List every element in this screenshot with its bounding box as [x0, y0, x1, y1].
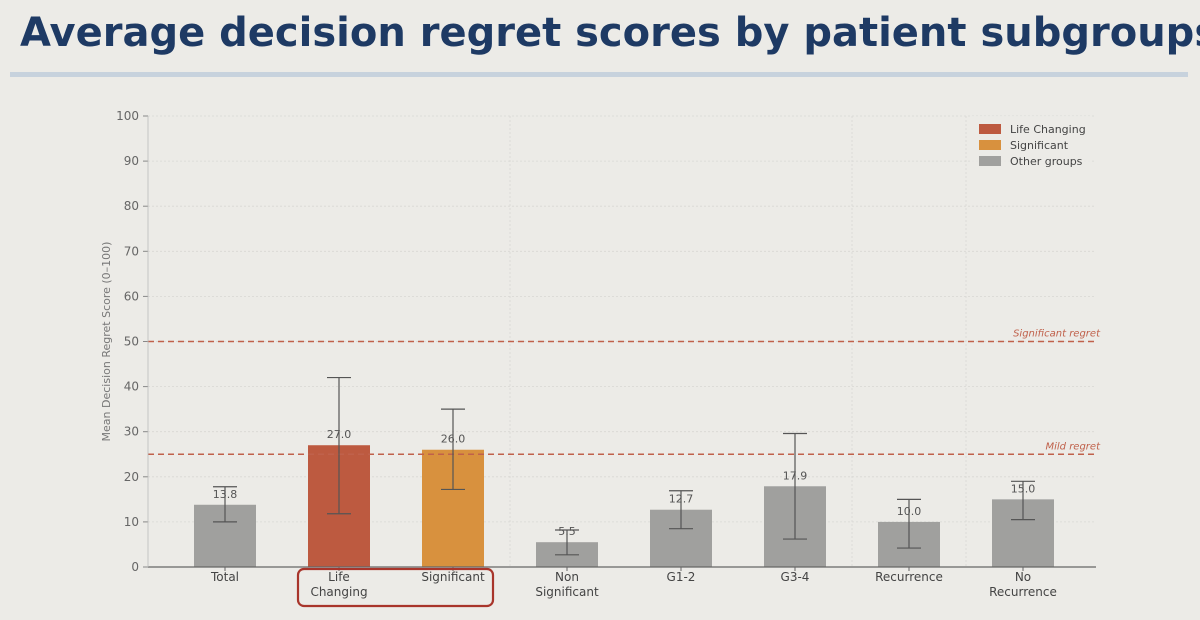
y-tick-label-0: 0	[131, 560, 139, 574]
x-tick-label-7: No Recurrence	[989, 570, 1057, 599]
x-tick-label-line: Life	[328, 570, 350, 584]
data-label-1: 27.0	[327, 428, 352, 441]
data-label-3: 5.5	[558, 525, 576, 538]
x-tick-label-line: Changing	[310, 585, 367, 599]
data-label-6: 10.0	[897, 505, 922, 518]
x-tick-label-line: Significant	[421, 570, 485, 584]
y-tick-label-40: 40	[124, 380, 139, 394]
x-tick-label-5: G3-4	[781, 570, 810, 584]
x-tick-label-line: Non	[555, 570, 579, 584]
highlight-box	[296, 567, 495, 608]
legend-swatch-sig	[979, 140, 1001, 150]
x-tick-label-line: No	[1015, 570, 1031, 584]
title-divider	[10, 72, 1188, 77]
x-tick-label-line: Significant	[535, 585, 599, 599]
y-tick-label-70: 70	[124, 244, 139, 258]
y-tick-label-30: 30	[124, 425, 139, 439]
x-tick-label-line: Total	[210, 570, 239, 584]
y-tick-label-10: 10	[124, 515, 139, 529]
y-tick-label-80: 80	[124, 199, 139, 213]
data-label-4: 12.7	[669, 493, 694, 506]
legend-swatch-other	[979, 156, 1001, 166]
slide-title: Average decision regret scores by patien…	[20, 10, 1200, 56]
x-tick-label-3: Non Significant	[535, 570, 599, 599]
y-tick-label-90: 90	[124, 154, 139, 168]
y-tick-label-50: 50	[124, 335, 139, 349]
reference-label-1: Mild regret	[1045, 441, 1101, 452]
x-tick-label-1: Life Changing	[310, 570, 367, 599]
x-tick-label-2: Significant	[421, 570, 485, 584]
legend-swatch-life	[979, 124, 1001, 134]
data-label-0: 13.8	[213, 488, 238, 501]
x-tick-label-6: Recurrence	[875, 570, 943, 584]
y-tick-label-20: 20	[124, 470, 139, 484]
reference-label-0: Significant regret	[1013, 329, 1101, 340]
data-label-7: 15.0	[1011, 482, 1036, 495]
x-tick-label-line: Recurrence	[875, 570, 943, 584]
y-axis-label: Mean Decision Regret Score (0–100)	[100, 242, 113, 442]
data-label-2: 26.0	[441, 433, 466, 446]
data-label-5: 17.9	[783, 469, 808, 482]
x-tick-label-line: G3-4	[781, 570, 810, 584]
x-tick-label-line: Recurrence	[989, 585, 1057, 599]
legend-label-life: Life Changing	[1010, 123, 1086, 136]
x-tick-label-0: Total	[210, 570, 239, 584]
x-tick-label-4: G1-2	[667, 570, 696, 584]
y-tick-label-100: 100	[116, 109, 139, 123]
legend-label-other: Other groups	[1010, 155, 1083, 168]
x-tick-label-line: G1-2	[667, 570, 696, 584]
y-tick-label-60: 60	[124, 289, 139, 303]
legend-label-sig: Significant	[1010, 139, 1069, 152]
